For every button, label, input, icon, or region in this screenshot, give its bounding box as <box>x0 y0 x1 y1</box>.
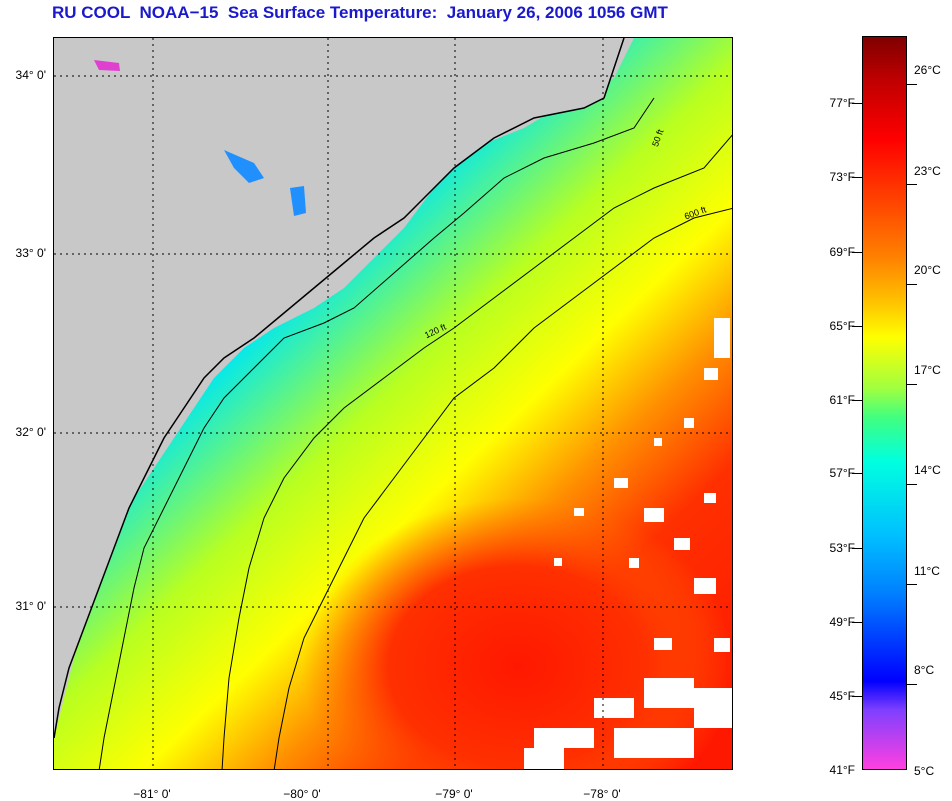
map-title: RU COOL NOAA−15 Sea Surface Temperature:… <box>52 3 668 22</box>
lon-label: −81° 0' <box>133 787 171 801</box>
legend-c-label: 20°C <box>914 263 941 277</box>
temperature-color-bar <box>862 36 907 770</box>
legend-c-label: 11°C <box>914 564 940 578</box>
legend-tick <box>907 84 917 85</box>
legend-c-label: 14°C <box>914 463 941 477</box>
sst-map-svg <box>54 38 732 769</box>
legend-tick <box>852 252 862 253</box>
legend-tick <box>907 684 917 685</box>
contour-50ft <box>98 97 655 769</box>
lon-label: −80° 0' <box>283 787 321 801</box>
lat-label: 34° 0' <box>15 68 46 82</box>
legend-f-label: 49°F <box>829 615 855 629</box>
legend-tick <box>907 484 917 485</box>
legend-tick <box>907 384 917 385</box>
legend-tick <box>852 548 862 549</box>
legend-tick <box>852 326 862 327</box>
legend-tick <box>852 622 862 623</box>
lake <box>94 60 120 71</box>
lat-label: 32° 0' <box>15 425 46 439</box>
legend-tick <box>852 400 862 401</box>
contour-600ft <box>273 207 732 769</box>
lon-label: −78° 0' <box>583 787 621 801</box>
legend-f-label: 53°F <box>829 541 855 555</box>
legend-c-label: 26°C <box>914 63 941 77</box>
legend-f-label: 69°F <box>829 245 855 259</box>
legend-c-label: 5°C <box>914 764 935 778</box>
land-area <box>54 38 624 738</box>
sst-map[interactable]: 50 ft 120 ft 600 ft <box>53 37 733 770</box>
legend-f-label: 77°F <box>829 96 855 110</box>
lat-label: 31° 0' <box>15 599 46 613</box>
legend-tick <box>907 184 917 185</box>
coastline <box>54 38 625 739</box>
legend-tick <box>852 696 862 697</box>
cloud-patches <box>524 318 732 769</box>
graticule <box>54 38 732 769</box>
legend-c-label: 23°C <box>914 164 941 178</box>
legend-f-label: 57°F <box>829 466 855 480</box>
legend-c-label: 8°C <box>914 663 935 677</box>
legend-tick <box>852 103 862 104</box>
legend-tick <box>852 177 862 178</box>
legend-f-label: 45°F <box>829 689 855 703</box>
contour-120ft <box>221 134 732 769</box>
lon-label: −79° 0' <box>435 787 473 801</box>
legend-f-label: 41°F <box>829 763 855 777</box>
legend-f-label: 61°F <box>829 393 855 407</box>
warm-water <box>254 398 732 769</box>
legend-tick <box>907 284 917 285</box>
lake <box>224 150 264 183</box>
legend-tick <box>852 473 862 474</box>
lake <box>290 186 306 216</box>
legend-f-label: 73°F <box>829 170 855 184</box>
legend-f-label: 65°F <box>829 319 855 333</box>
legend-c-label: 17°C <box>914 363 941 377</box>
legend-tick <box>907 584 917 585</box>
lat-label: 33° 0' <box>15 246 46 260</box>
